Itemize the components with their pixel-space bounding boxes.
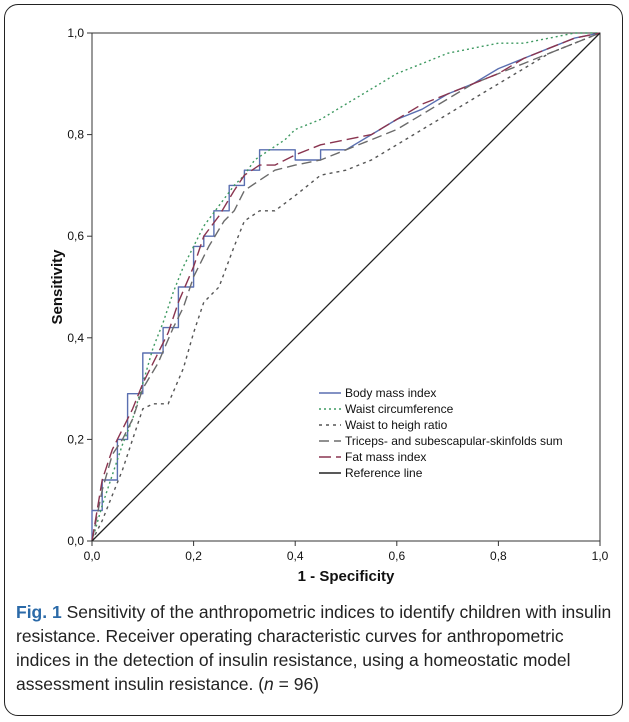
legend-label: Reference line [345, 466, 423, 480]
y-tick-label: 1,0 [67, 26, 84, 40]
series-line-2 [91, 32, 600, 542]
caption-text-1: Sensitivity of the anthropometric indice… [16, 602, 612, 694]
x-tick-label: 1,0 [592, 549, 609, 563]
y-tick-label: 0,0 [67, 534, 84, 548]
y-tick-label: 0,2 [67, 432, 84, 446]
series-line-1 [91, 32, 601, 541]
series-line-6 [91, 32, 601, 542]
series-line-5 [91, 32, 601, 542]
legend-label: Waist circumference [345, 402, 454, 416]
x-tick-label: 0,4 [287, 549, 304, 563]
y-ticks: 0,0 0,2 0,4 0,6 0,8 1,0 [67, 26, 92, 548]
x-tick-label: 0,0 [84, 549, 101, 563]
y-tick-label: 0,8 [67, 128, 84, 142]
x-tick-label: 0,8 [490, 549, 507, 563]
y-axis-label: Sensitivity [49, 249, 66, 325]
caption-label: Fig. 1 [16, 602, 62, 622]
series-layer [91, 32, 601, 542]
legend-label: Triceps- and subescapular-skinfolds sum [345, 434, 563, 448]
caption-n-symbol: n [264, 674, 274, 694]
x-ticks: 0,0 0,2 0,4 0,6 0,8 1,0 [84, 541, 609, 563]
figure-caption: Fig. 1 Sensitivity of the anthropometric… [16, 600, 614, 696]
legend: Body mass index Waist circumference Waist … [319, 386, 563, 480]
legend-label: Fat mass index [345, 450, 426, 464]
x-axis-label: 1 - Specificity [298, 568, 395, 585]
x-tick-label: 0,6 [388, 549, 405, 563]
legend-label: Body mass index [345, 386, 436, 400]
roc-chart: 0,0 0,2 0,4 0,6 0,8 1,0 0,0 0,2 0,4 0,6 0,8 1,0 1 … [49, 26, 609, 585]
legend-label: Waist to heigh ratio [345, 418, 448, 432]
caption-text-2: = 96) [273, 674, 320, 694]
y-tick-label: 0,4 [67, 331, 84, 345]
series-line-3 [91, 32, 601, 542]
y-tick-label: 0,6 [67, 229, 84, 243]
x-tick-label: 0,2 [185, 549, 202, 563]
series-line-4 [91, 32, 601, 542]
